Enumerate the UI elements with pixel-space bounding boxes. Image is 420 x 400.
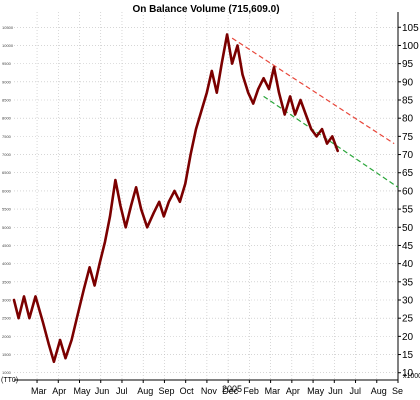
left-tick-label: 10000 [2,43,14,48]
y-tick-label: 40 [402,259,414,270]
x-tick-label: Dec [222,386,239,396]
y-tick-label: 95 [402,59,414,70]
chart-title: On Balance Volume (715,609.0) [132,4,279,15]
left-tick-label: 1000 [2,370,12,375]
y-tick-label: 20 [402,332,414,343]
x-tick-label: Apr [52,386,66,396]
left-tick-label: 6500 [2,170,12,175]
y-tick-label: 45 [402,241,414,252]
y-tick-label: 70 [402,150,414,161]
left-tick-label: 5500 [2,207,12,212]
x-tick-label: Oct [180,386,195,396]
left-tick-label: 1500 [2,352,12,357]
left-tick-label: 5000 [2,225,12,230]
y-tick-label: 15 [402,350,414,361]
y-tick-label: 10 [402,368,414,379]
y-tick-label: 35 [402,277,414,288]
y-tick-label: 50 [402,223,414,234]
x-tick-label: Feb [243,386,259,396]
left-tick-label: 9000 [2,79,12,84]
y-tick-label: 100 [402,41,419,52]
y-tick-label: 80 [402,114,414,125]
x-axis-ticks: Mar Apr May Jun Jul Aug Sep Oct Nov Dec Feb Mar Apr M… [31,380,403,396]
left-tick-label: 9500 [2,61,12,66]
gridlines [14,12,399,380]
year-label: 2005 [222,384,242,394]
left-tick-label: 2000 [2,334,12,339]
x-tick-label: Jun [328,386,343,396]
y-tick-label: 55 [402,205,414,216]
x-tick-label: Mar [31,386,47,396]
left-tick-label: 3000 [2,298,12,303]
x-tick-label: Jun [95,386,110,396]
left-tick-label: 2500 [2,316,12,321]
x-tick-label: Aug [137,386,153,396]
x-tick-label: Mar [265,386,281,396]
left-tick-label: 7000 [2,152,12,157]
left-tick-label: 7500 [2,134,12,139]
y-tick-label: 75 [402,132,414,143]
series-group [12,33,339,364]
y-tick-label: 60 [402,186,414,197]
y-tick-label: 105 [402,23,419,34]
y-tick-label: 30 [402,296,414,307]
left-tick-label: 3500 [2,279,12,284]
x-tick-label: Sep [158,386,174,396]
left-tick-label: 6000 [2,188,12,193]
y-tick-label: 90 [402,77,414,88]
left-tick-label: 8000 [2,116,12,121]
y-tick-label: 85 [402,96,414,107]
left-tick-label: 4500 [2,243,12,248]
x-tick-label: Jul [350,386,362,396]
x-tick-label: Nov [201,386,218,396]
unit-label: x1000 [403,373,420,380]
x-tick-label: Apr [286,386,300,396]
trendline-1 [231,37,395,145]
left-axis-ticks: 1000 1500 2000 2500 3000 3500 4000 4500 5000 5500… [2,25,14,375]
left-tick-label: 4000 [2,261,12,266]
y-tick-label: 65 [402,168,414,179]
left-tick-label: 10500 [2,25,14,30]
y-axis-ticks: 10 15 20 25 30 35 40 45 50 55 60 65 70 75 80 85 90 95 100 1… [398,23,419,379]
left-tick-label: 8500 [2,98,12,103]
x-tick-label: Aug [371,386,387,396]
x-tick-label: Jul [116,386,128,396]
x-tick-label: Se [392,386,403,396]
x-tick-label: May [307,386,325,396]
y-tick-label: 25 [402,314,414,325]
obv-series-line [12,33,339,364]
left-unit-label: (TT0) [1,377,18,384]
x-tick-label: May [74,386,92,396]
